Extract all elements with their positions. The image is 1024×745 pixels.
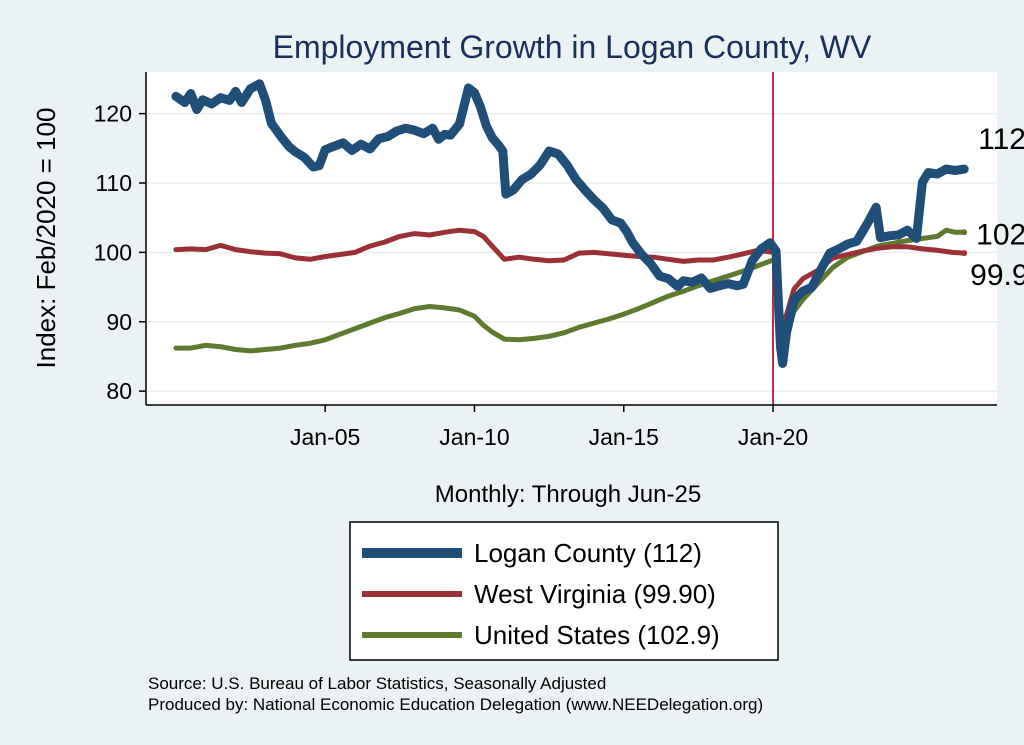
x-tick-label: Jan-10 [439, 424, 509, 450]
source-line: Source: U.S. Bureau of Labor Statistics,… [148, 674, 606, 693]
x-tick-label: Jan-15 [589, 424, 659, 450]
y-tick-label: 90 [106, 309, 132, 335]
series-end-label: 112.0 [978, 123, 1024, 156]
series-line-0 [171, 79, 969, 368]
x-tick-label: Jan-20 [738, 424, 808, 450]
chart-title: Employment Growth in Logan County, WV [273, 29, 872, 65]
y-tick-label: 100 [94, 239, 132, 265]
y-axis-title: Index: Feb/2020 = 100 [31, 108, 61, 369]
series-end-point [961, 166, 968, 173]
producer-line: Produced by: National Economic Education… [148, 695, 763, 714]
x-tick-label: Jan-05 [290, 424, 360, 450]
y-tick-label: 110 [95, 170, 132, 196]
legend-label: United States (102.9) [474, 620, 720, 650]
series-end-point [961, 229, 968, 236]
legend: Logan County (112) West Virginia (99.90) U… [349, 521, 779, 661]
axes: 80 90 100 110 120 Jan-05 Jan-10 Jan-15 Jan-20 [94, 72, 997, 450]
series-layer [171, 79, 969, 368]
series-end-label: 102.9 [976, 218, 1024, 251]
legend-label: Logan County (112) [474, 538, 702, 568]
legend-label: West Virginia (99.90) [474, 579, 716, 609]
y-tick-label: 80 [106, 378, 132, 404]
series-end-label: 99.9 [970, 259, 1024, 292]
y-tick-label: 120 [94, 101, 132, 127]
x-axis-title: Monthly: Through Jun-25 [435, 481, 701, 508]
series-end-point [961, 250, 968, 257]
series-line-2 [173, 227, 967, 354]
end-labels: 112.0 99.9 102.9 [961, 123, 1024, 292]
